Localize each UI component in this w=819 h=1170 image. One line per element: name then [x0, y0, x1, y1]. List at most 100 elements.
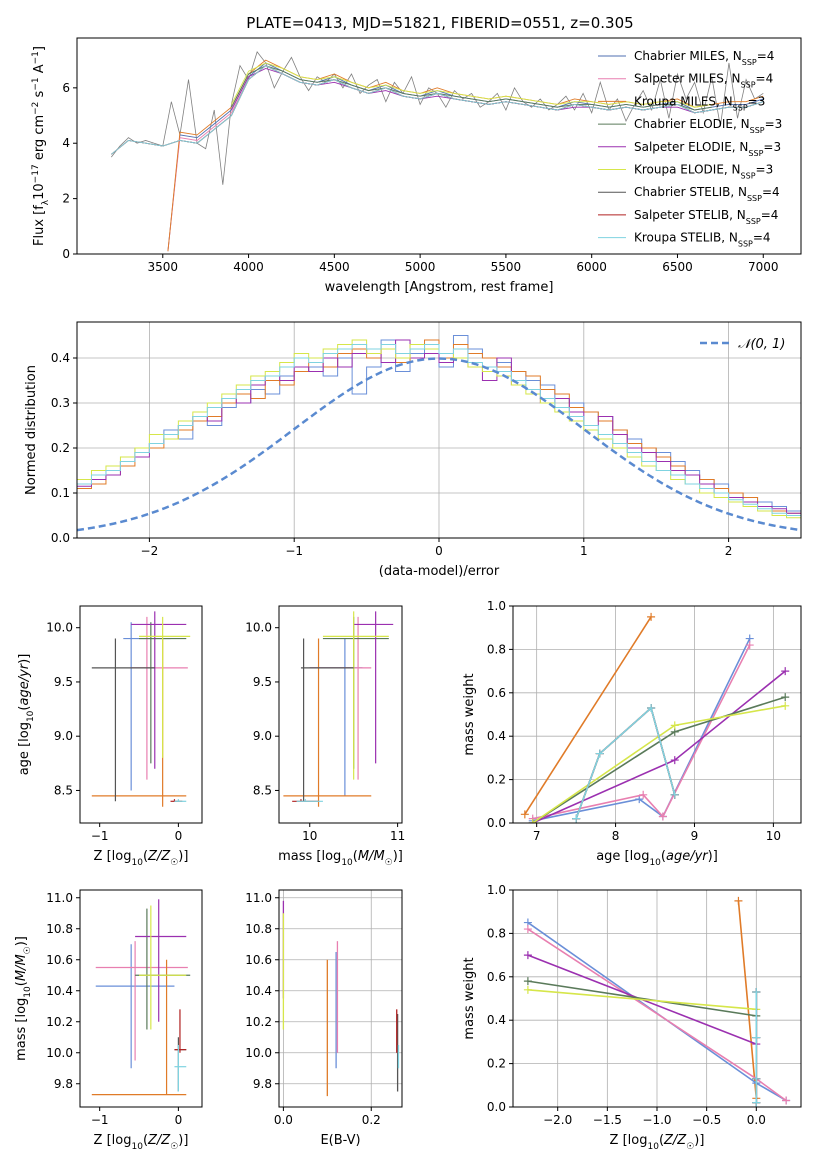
y-tick-label: 10.6: [46, 953, 73, 967]
y-axis-label-text: Normed distribution: [24, 365, 39, 495]
x-axis-label-text: (data-model)/error: [379, 564, 500, 579]
series-line-3: [231, 65, 712, 111]
y-tick-label: 0.2: [51, 441, 70, 455]
label-part: (: [143, 1133, 148, 1148]
x-tick-label: −1: [91, 1113, 109, 1127]
x-tick-label: 6000: [576, 260, 607, 274]
label-part: =3: [765, 117, 783, 131]
label-part: λ: [41, 199, 51, 205]
label-part: erg cm: [32, 115, 47, 164]
label-part: )]: [393, 849, 403, 864]
label-part: 10: [131, 858, 143, 868]
y-tick-label: 0.4: [487, 729, 506, 743]
label-part: SSP: [741, 80, 756, 89]
label-part: SSP: [748, 148, 763, 157]
plot-area: [91, 899, 191, 1096]
label-part: (: [14, 981, 29, 986]
label-part: age/yr: [17, 662, 32, 705]
y-tick-label: 10.0: [46, 1046, 73, 1060]
label-part: 10: [647, 1142, 659, 1152]
series-marker: [595, 749, 604, 758]
x-axis-label-text: E(B-V): [320, 1133, 360, 1148]
label-part: )]: [694, 1133, 704, 1148]
y-tick-label: 0.0: [487, 816, 506, 830]
label-part: SSP: [750, 126, 765, 135]
histogram-step-0: [77, 335, 801, 516]
legend: 𝒩(0, 1): [700, 337, 785, 352]
label-part: A: [32, 64, 47, 77]
label-part: =4: [761, 208, 779, 222]
normal-curve-line: [77, 357, 801, 532]
label-part: Z/Z: [147, 849, 171, 864]
x-tick-label: −1.5: [593, 1113, 622, 1127]
y-tick-label: 6: [62, 81, 70, 95]
series-marker: [752, 1098, 761, 1107]
y-axis-label: mass weight: [462, 957, 477, 1039]
x-tick-label: 9: [691, 829, 699, 843]
label-part: )]: [17, 654, 32, 664]
y-tick-label: 1.0: [487, 599, 506, 613]
x-axis-label-text: wavelength [Angstrom, rest frame]: [325, 280, 554, 295]
x-axis-label: age [log10(age/yr)]: [596, 849, 718, 868]
series-line-1: [532, 638, 751, 822]
label-part: Chabrier ELODIE, N: [634, 117, 750, 131]
x-tick-label: 0.2: [362, 1113, 381, 1127]
label-part: −1: [31, 77, 41, 90]
y-tick-label: 4: [62, 136, 70, 150]
label-part: Salpeter STELIB, N: [634, 208, 746, 222]
label-part: ☉: [385, 858, 393, 868]
series-marker: [523, 985, 532, 994]
y-tick-label: 0.3: [51, 396, 70, 410]
x-tick-label: 0.0: [747, 1113, 766, 1127]
series-marker: [670, 790, 679, 799]
y-tick-label: 0.0: [487, 1100, 506, 1114]
series-marker: [523, 977, 532, 986]
label-part: age/yr: [666, 849, 709, 864]
label-part: −2: [31, 102, 41, 115]
label-part: =4: [757, 49, 775, 63]
x-axis-label-text: mass [log10(M/M☉)]: [278, 849, 403, 868]
label-part: 10: [649, 858, 661, 868]
x-axis-label-text: age [log10(age/yr)]: [596, 849, 718, 868]
label-part: (: [17, 706, 32, 711]
x-tick-label: −2.0: [543, 1113, 572, 1127]
series-marker: [647, 612, 656, 621]
label-part: s: [32, 90, 47, 101]
y-tick-label: 9.5: [253, 675, 272, 689]
y-axis-label-text: age [log10(age/yr)]: [17, 654, 36, 776]
x-tick-label: 10: [302, 829, 317, 843]
y-axis-label: age [log10(age/yr)]: [17, 654, 36, 776]
series-line-4: [527, 980, 757, 1017]
series-marker: [639, 790, 648, 799]
chart-weight-Z: −2.0 −1.5 −1.0 −0.5 0.0 0.0 0.2 0.4 0.6 0.8 1.0 Z […: [462, 883, 802, 1152]
label-part: Normed distribution: [24, 365, 39, 495]
label-part: Z [log: [94, 1133, 132, 1148]
label-part: wavelength [Angstrom, rest frame]: [325, 280, 554, 295]
series-line-2: [167, 59, 764, 252]
plot-area: [283, 611, 394, 807]
x-tick-label: 4500: [319, 260, 350, 274]
histogram-step-2: [77, 339, 801, 516]
label-part: Kroupa ELODIE, N: [634, 163, 741, 177]
label-part: 10: [131, 1142, 143, 1152]
x-axis-label: Z [log10(Z/Z☉)]: [94, 1133, 189, 1152]
y-tick-label: 0.2: [487, 1057, 506, 1071]
label-part: Salpeter MILES, N: [634, 72, 741, 86]
y-tick-label: 0.0: [51, 531, 70, 545]
label-part: SSP: [738, 239, 753, 248]
label-part: )]: [178, 1133, 188, 1148]
label-part: =3: [748, 94, 766, 108]
y-axis-label: Flux [fλ10−17 erg cm−2 s−1 A−1]: [31, 46, 51, 246]
plot-area: [282, 900, 400, 1097]
x-axis-label-text: Z [log10(Z/Z☉)]: [610, 1133, 705, 1152]
y-axis-label: mass [log10(M/M☉)]: [14, 936, 33, 1061]
label-part: Kroupa MILES, N: [634, 94, 733, 108]
label-part: SSP: [746, 216, 761, 225]
series-marker: [520, 810, 529, 819]
series-marker: [734, 896, 743, 905]
legend-label: Chabrier STELIB, NSSP=4: [634, 185, 780, 203]
y-tick-label: 2: [62, 192, 70, 206]
